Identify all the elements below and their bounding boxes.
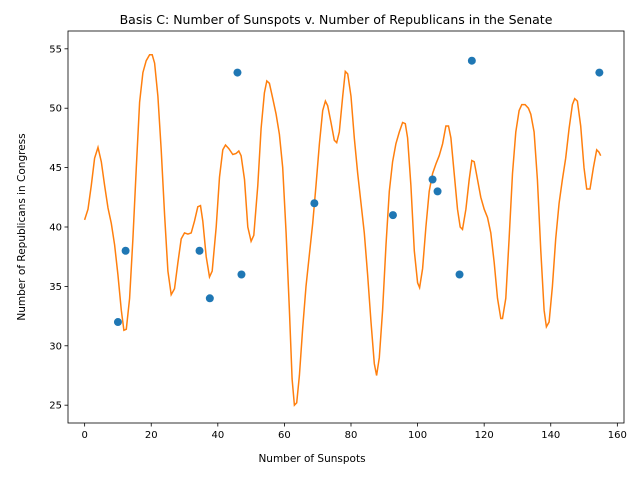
data-point: [388, 211, 397, 220]
data-point: [113, 318, 122, 327]
data-point: [428, 175, 437, 184]
data-point: [310, 199, 319, 208]
data-point: [237, 270, 246, 279]
data-point: [195, 246, 204, 255]
data-point: [455, 270, 464, 279]
data-point: [467, 56, 476, 65]
y-tick-label: 35: [49, 282, 62, 293]
x-tick-label: 160: [608, 430, 627, 441]
y-tick-label: 25: [49, 401, 62, 412]
plot-frame: [67, 30, 625, 424]
y-tick-label: 55: [49, 44, 62, 55]
data-point: [233, 68, 242, 77]
y-tick-label: 45: [49, 163, 62, 174]
x-tick-label: 120: [475, 430, 494, 441]
x-tick-label: 100: [408, 430, 427, 441]
data-points: [113, 56, 604, 327]
x-axis-label: Number of Sunspots: [258, 453, 365, 465]
data-point: [433, 187, 442, 196]
x-tick-label: 140: [541, 430, 560, 441]
data-point: [205, 294, 214, 303]
chart-title: Basis C: Number of Sunspots v. Number of…: [120, 12, 553, 27]
y-tick-label: 40: [49, 223, 62, 234]
x-tick-label: 60: [278, 430, 291, 441]
x-tick-label: 0: [81, 430, 87, 441]
x-tick-label: 40: [211, 430, 224, 441]
y-tick-label: 50: [49, 104, 62, 115]
y-tick-label: 30: [49, 341, 62, 352]
x-axis: 0 20 40 60 80 100 120 140 160: [81, 423, 627, 441]
y-axis-label: Number of Republicans in Congress: [16, 133, 28, 320]
data-point: [121, 246, 130, 255]
x-tick-label: 80: [345, 430, 358, 441]
y-axis: 25 30 35 40 45 50 55: [49, 44, 68, 412]
data-point: [595, 68, 604, 77]
x-tick-label: 20: [145, 430, 158, 441]
fit-curve: [83, 54, 602, 407]
plot-area: [68, 31, 624, 423]
